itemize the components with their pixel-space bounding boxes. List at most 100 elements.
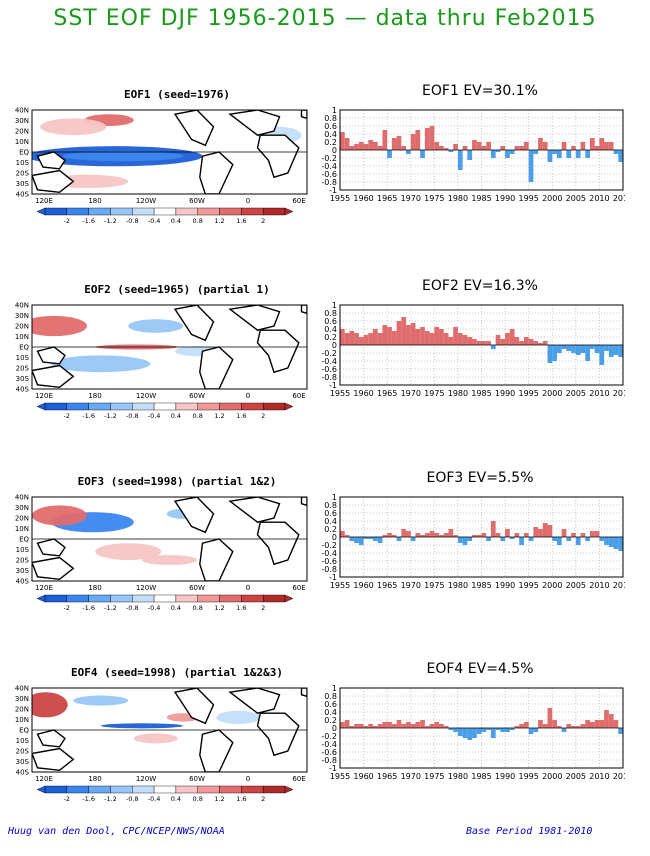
x-tick-label: 1955 (330, 772, 350, 781)
bar (509, 537, 515, 539)
bar (424, 128, 430, 150)
bar (523, 722, 529, 728)
colorbar-segment (262, 402, 286, 411)
y-tick-label: -0.8 (321, 373, 337, 382)
continent-outline (36, 151, 66, 170)
colorbar-segment (262, 207, 286, 216)
bar (509, 150, 515, 154)
colorbar-segment (153, 402, 177, 411)
bar (514, 146, 520, 150)
anomaly-patch (40, 118, 107, 136)
bar (349, 726, 355, 728)
colorbar-label: -2 (64, 604, 70, 612)
bar (476, 728, 482, 734)
colorbar-arrow-right (284, 207, 294, 216)
colorbar-segment (175, 594, 198, 603)
bar (453, 728, 458, 732)
colorbar-segment (219, 207, 242, 216)
y-tick-label: -0.2 (321, 732, 337, 741)
bar (387, 327, 392, 345)
map-frame (31, 687, 308, 773)
lat-label: 20N (15, 515, 29, 523)
y-tick-label: -0.6 (321, 748, 337, 757)
bar (368, 333, 374, 345)
colorbar-arrow-left (36, 785, 46, 794)
bar (439, 146, 444, 150)
bar (547, 150, 553, 162)
colorbar-segment (110, 402, 133, 411)
colorbar-segment (153, 207, 177, 216)
y-tick-label: -0.6 (321, 365, 337, 374)
colorbar-arrow-right (284, 594, 294, 603)
lon-label: 0 (246, 775, 250, 783)
bar (406, 150, 411, 154)
y-tick-label: 0.2 (324, 333, 337, 342)
bar (575, 345, 581, 355)
lat-label: 20S (16, 170, 30, 178)
colorbar-segment (110, 594, 133, 603)
bar (448, 728, 454, 730)
bar (396, 720, 402, 728)
bar (552, 537, 557, 541)
bar (377, 146, 383, 150)
bar (396, 321, 402, 345)
continent-outline (173, 110, 215, 147)
bar (566, 150, 572, 158)
bar (580, 142, 586, 150)
timeseries-title: EOF4 EV=4.5% (426, 661, 534, 677)
bar (580, 345, 586, 353)
y-tick-label: 0 (332, 341, 337, 350)
continent-outline (32, 169, 75, 194)
colorbar-label: -1.6 (82, 604, 95, 612)
colorbar-label: -1.2 (104, 217, 117, 225)
bar (354, 724, 359, 728)
bar (599, 138, 605, 150)
bar (391, 331, 397, 345)
lon-label: 120E (35, 392, 53, 400)
bar (424, 533, 430, 537)
bar (462, 728, 468, 738)
x-tick-label: 1985 (471, 389, 491, 398)
y-tick-label: 0.6 (324, 122, 337, 131)
bar (547, 525, 553, 537)
x-tick-label: 1990 (495, 581, 515, 590)
lon-label: 120W (136, 584, 156, 592)
bar (604, 710, 609, 728)
bar (396, 136, 402, 150)
bar (505, 529, 510, 537)
bar (519, 341, 524, 345)
colorbar-label: -0.4 (148, 217, 161, 225)
y-tick-label: -0.8 (321, 178, 337, 187)
x-tick-label: 1960 (353, 581, 373, 590)
eof4-panel: EOF4 (seed=1998) (partial 1&2&3) EOF4 EV… (0, 661, 650, 856)
bar (349, 146, 355, 150)
x-tick-label: 1985 (471, 194, 491, 203)
bar (538, 138, 543, 150)
bar (401, 529, 407, 537)
colorbar-arrow-left (36, 207, 46, 216)
continent-outline (36, 538, 66, 557)
y-tick-label: -0.2 (321, 349, 337, 358)
y-tick-label: -0.4 (321, 549, 337, 558)
bar (401, 724, 407, 728)
bar (453, 144, 458, 150)
bar (585, 345, 590, 361)
colorbar-label: 1.6 (236, 412, 246, 420)
colorbar-label: -2 (64, 795, 70, 803)
timeseries-title: EOF3 EV=5.5% (426, 470, 534, 486)
bar (443, 333, 449, 345)
anomaly-layer (32, 110, 307, 194)
bar (505, 728, 510, 732)
colorbar-segment (241, 785, 264, 794)
y-tick-label: 0.4 (324, 708, 337, 717)
plot-frame (339, 687, 624, 769)
anomaly-patch (62, 151, 184, 162)
map-title: EOF3 (seed=1998) (partial 1&2) (77, 475, 277, 488)
lat-label: EQ (19, 536, 29, 544)
lat-label: 40S (16, 578, 30, 586)
credit-base-period: Base Period 1981-2010 (466, 826, 593, 837)
bar (439, 329, 444, 345)
bar (571, 726, 576, 728)
bar (486, 728, 491, 730)
